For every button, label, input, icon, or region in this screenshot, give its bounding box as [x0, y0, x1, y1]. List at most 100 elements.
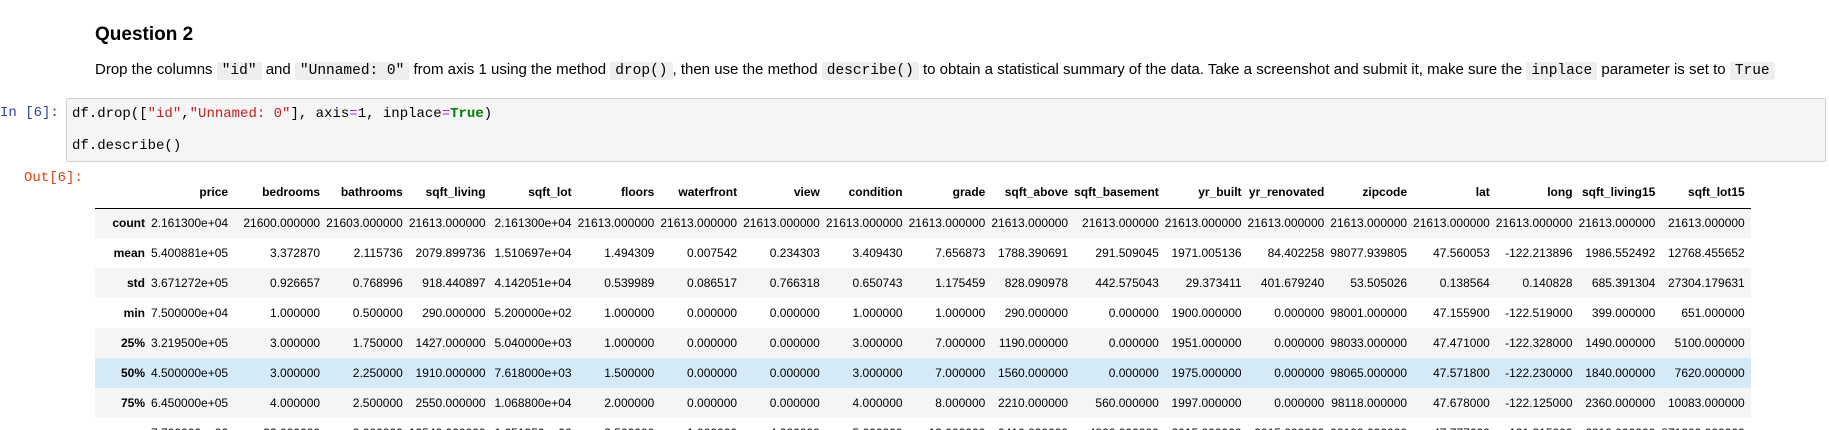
table-cell: 47.678000: [1433, 396, 1490, 410]
table-cell: 0.000000: [769, 306, 820, 320]
table-cell: 3.500000: [578, 418, 661, 430]
table-cell: 290.000000: [422, 306, 486, 320]
code-token: ,: [181, 106, 190, 122]
text-fragment: , then use the method: [672, 61, 822, 78]
table-cell: 2.161300e+04: [494, 216, 572, 231]
table-cell: -122.519000: [1505, 306, 1573, 320]
code-token: ], axis: [290, 106, 350, 122]
text-fragment: parameter is set to: [1597, 61, 1730, 78]
table-cell: 2015.000000: [1248, 418, 1331, 430]
table-cell: 21613.000000: [1578, 216, 1656, 231]
table-row: min 7.500000e+04 1.000000 0.500000 290.00000…: [95, 298, 1751, 328]
table-cell: 0.000000: [1274, 396, 1325, 410]
row-label: std: [127, 276, 145, 290]
table-cell: 6.450000e+05: [151, 396, 229, 410]
inline-code: "id": [216, 62, 262, 80]
table-cell: 3.671272e+05: [151, 276, 229, 290]
table-cell: 3.219500e+05: [151, 336, 229, 350]
code-token: ): [483, 106, 493, 122]
table-cell: 98077.939805: [1330, 246, 1408, 260]
table-cell: 21613.000000: [1667, 216, 1745, 231]
table-cell: 13.000000: [909, 418, 992, 430]
column-header: zipcode: [1330, 176, 1414, 209]
table-cell: 27304.179631: [1667, 276, 1745, 290]
table-cell: 8.000000: [935, 396, 986, 410]
table-cell: 6210.000000: [1579, 418, 1662, 430]
table-cell: 7.700000e+06: [151, 418, 234, 430]
table-cell: 21600.000000: [243, 216, 321, 231]
table-cell: 1490.000000: [1585, 336, 1656, 350]
table-cell: 1788.390691: [998, 246, 1069, 260]
code-cell-input[interactable]: df.drop(["id","Unnamed: 0"], axis=1, inp…: [66, 98, 1826, 162]
table-cell: 5100.000000: [1674, 336, 1745, 350]
table-cell: 13540.000000: [409, 418, 492, 430]
table-cell: 1560.000000: [998, 366, 1069, 380]
table-cell: 4.000000: [270, 396, 321, 410]
code-line-describe[interactable]: df.describe(): [72, 138, 182, 154]
table-cell: -121.315000: [1496, 418, 1579, 430]
table-cell: 2.250000: [352, 366, 403, 380]
column-header: waterfront: [660, 176, 744, 209]
table-cell: 21613.000000: [908, 216, 986, 231]
code-line-drop[interactable]: df.drop(["id","Unnamed: 0"], axis=1, inp…: [72, 106, 492, 122]
table-cell: 98118.000000: [1331, 396, 1408, 410]
table-cell: -122.125000: [1505, 396, 1573, 410]
table-cell: 7.500000e+04: [151, 306, 229, 320]
table-cell: 1.510697e+04: [494, 246, 572, 260]
table-cell: 21613.000000: [1164, 216, 1242, 231]
table-cell: 1971.005136: [1171, 246, 1242, 260]
table-cell: 47.471000: [1433, 336, 1490, 350]
table-cell: 21613.000000: [1495, 216, 1573, 231]
table-cell: 4820.000000: [1074, 418, 1165, 430]
table-cell: 651.000000: [1681, 306, 1745, 320]
code-token: "id": [147, 106, 182, 122]
table-cell: 1.068800e+04: [494, 396, 572, 410]
column-header: yr_built: [1164, 176, 1248, 209]
inline-code: True: [1729, 62, 1775, 80]
table-cell: 1.175459: [935, 276, 986, 290]
table-cell: 1.750000: [352, 336, 403, 350]
table-cell: 12768.455652: [1667, 246, 1745, 260]
table-cell: 828.090978: [1004, 276, 1069, 290]
index-header: [95, 176, 151, 209]
column-header: bathrooms: [326, 176, 409, 209]
table-cell: 8.000000: [326, 418, 409, 430]
text-fragment: and: [261, 61, 295, 78]
table-cell: 0.007542: [687, 246, 738, 260]
table-cell: 47.155900: [1433, 306, 1490, 320]
column-header: bedrooms: [234, 176, 327, 209]
table-row: std 3.671272e+05 0.926657 0.768996 918.44089…: [95, 268, 1751, 298]
table-cell: 21613.000000: [577, 216, 655, 231]
table-cell: 21603.000000: [326, 216, 403, 231]
table-cell: 2210.000000: [998, 396, 1069, 410]
inline-code: describe(): [821, 62, 919, 80]
table-cell: 84.402258: [1267, 246, 1325, 260]
table-cell: 53.505026: [1350, 276, 1408, 290]
table-cell: 47.560053: [1433, 246, 1490, 260]
column-header: long: [1495, 176, 1579, 209]
table-cell: 0.000000: [687, 336, 738, 350]
table-cell: 1997.000000: [1171, 396, 1242, 410]
table-cell: 5.040000e+03: [494, 336, 572, 350]
table-cell: 0.000000: [769, 396, 820, 410]
table-cell: 2.161300e+04: [151, 216, 229, 231]
table-cell: 3.000000: [270, 336, 321, 350]
table-cell: 1190.000000: [998, 336, 1069, 350]
table-cell: 4.500000e+05: [151, 366, 229, 380]
table-cell: 0.140828: [1522, 276, 1573, 290]
describe-table: price bedrooms bathrooms sqft_living sqft_lo…: [95, 176, 1751, 430]
table-cell: 918.440897: [422, 276, 486, 290]
table-cell: 47.571800: [1433, 366, 1490, 380]
table-cell: 98033.000000: [1330, 336, 1408, 350]
table-cell: 2.000000: [604, 396, 655, 410]
table-cell: 7620.000000: [1674, 366, 1745, 380]
table-cell: 21613.000000: [1247, 216, 1325, 231]
table-row: 75% 6.450000e+05 4.000000 2.500000 2550.0000…: [95, 388, 1751, 418]
table-cell: 1.500000: [604, 366, 655, 380]
table-cell: 7.000000: [935, 366, 986, 380]
table-row: mean 5.400881e+05 3.372870 2.115736 2079.899…: [95, 238, 1751, 268]
table-cell: -122.213896: [1505, 246, 1573, 260]
table-row: 25% 3.219500e+05 3.000000 1.750000 1427.0000…: [95, 328, 1751, 358]
table-cell: 0.768996: [352, 276, 403, 290]
table-cell: 7.000000: [935, 336, 986, 350]
